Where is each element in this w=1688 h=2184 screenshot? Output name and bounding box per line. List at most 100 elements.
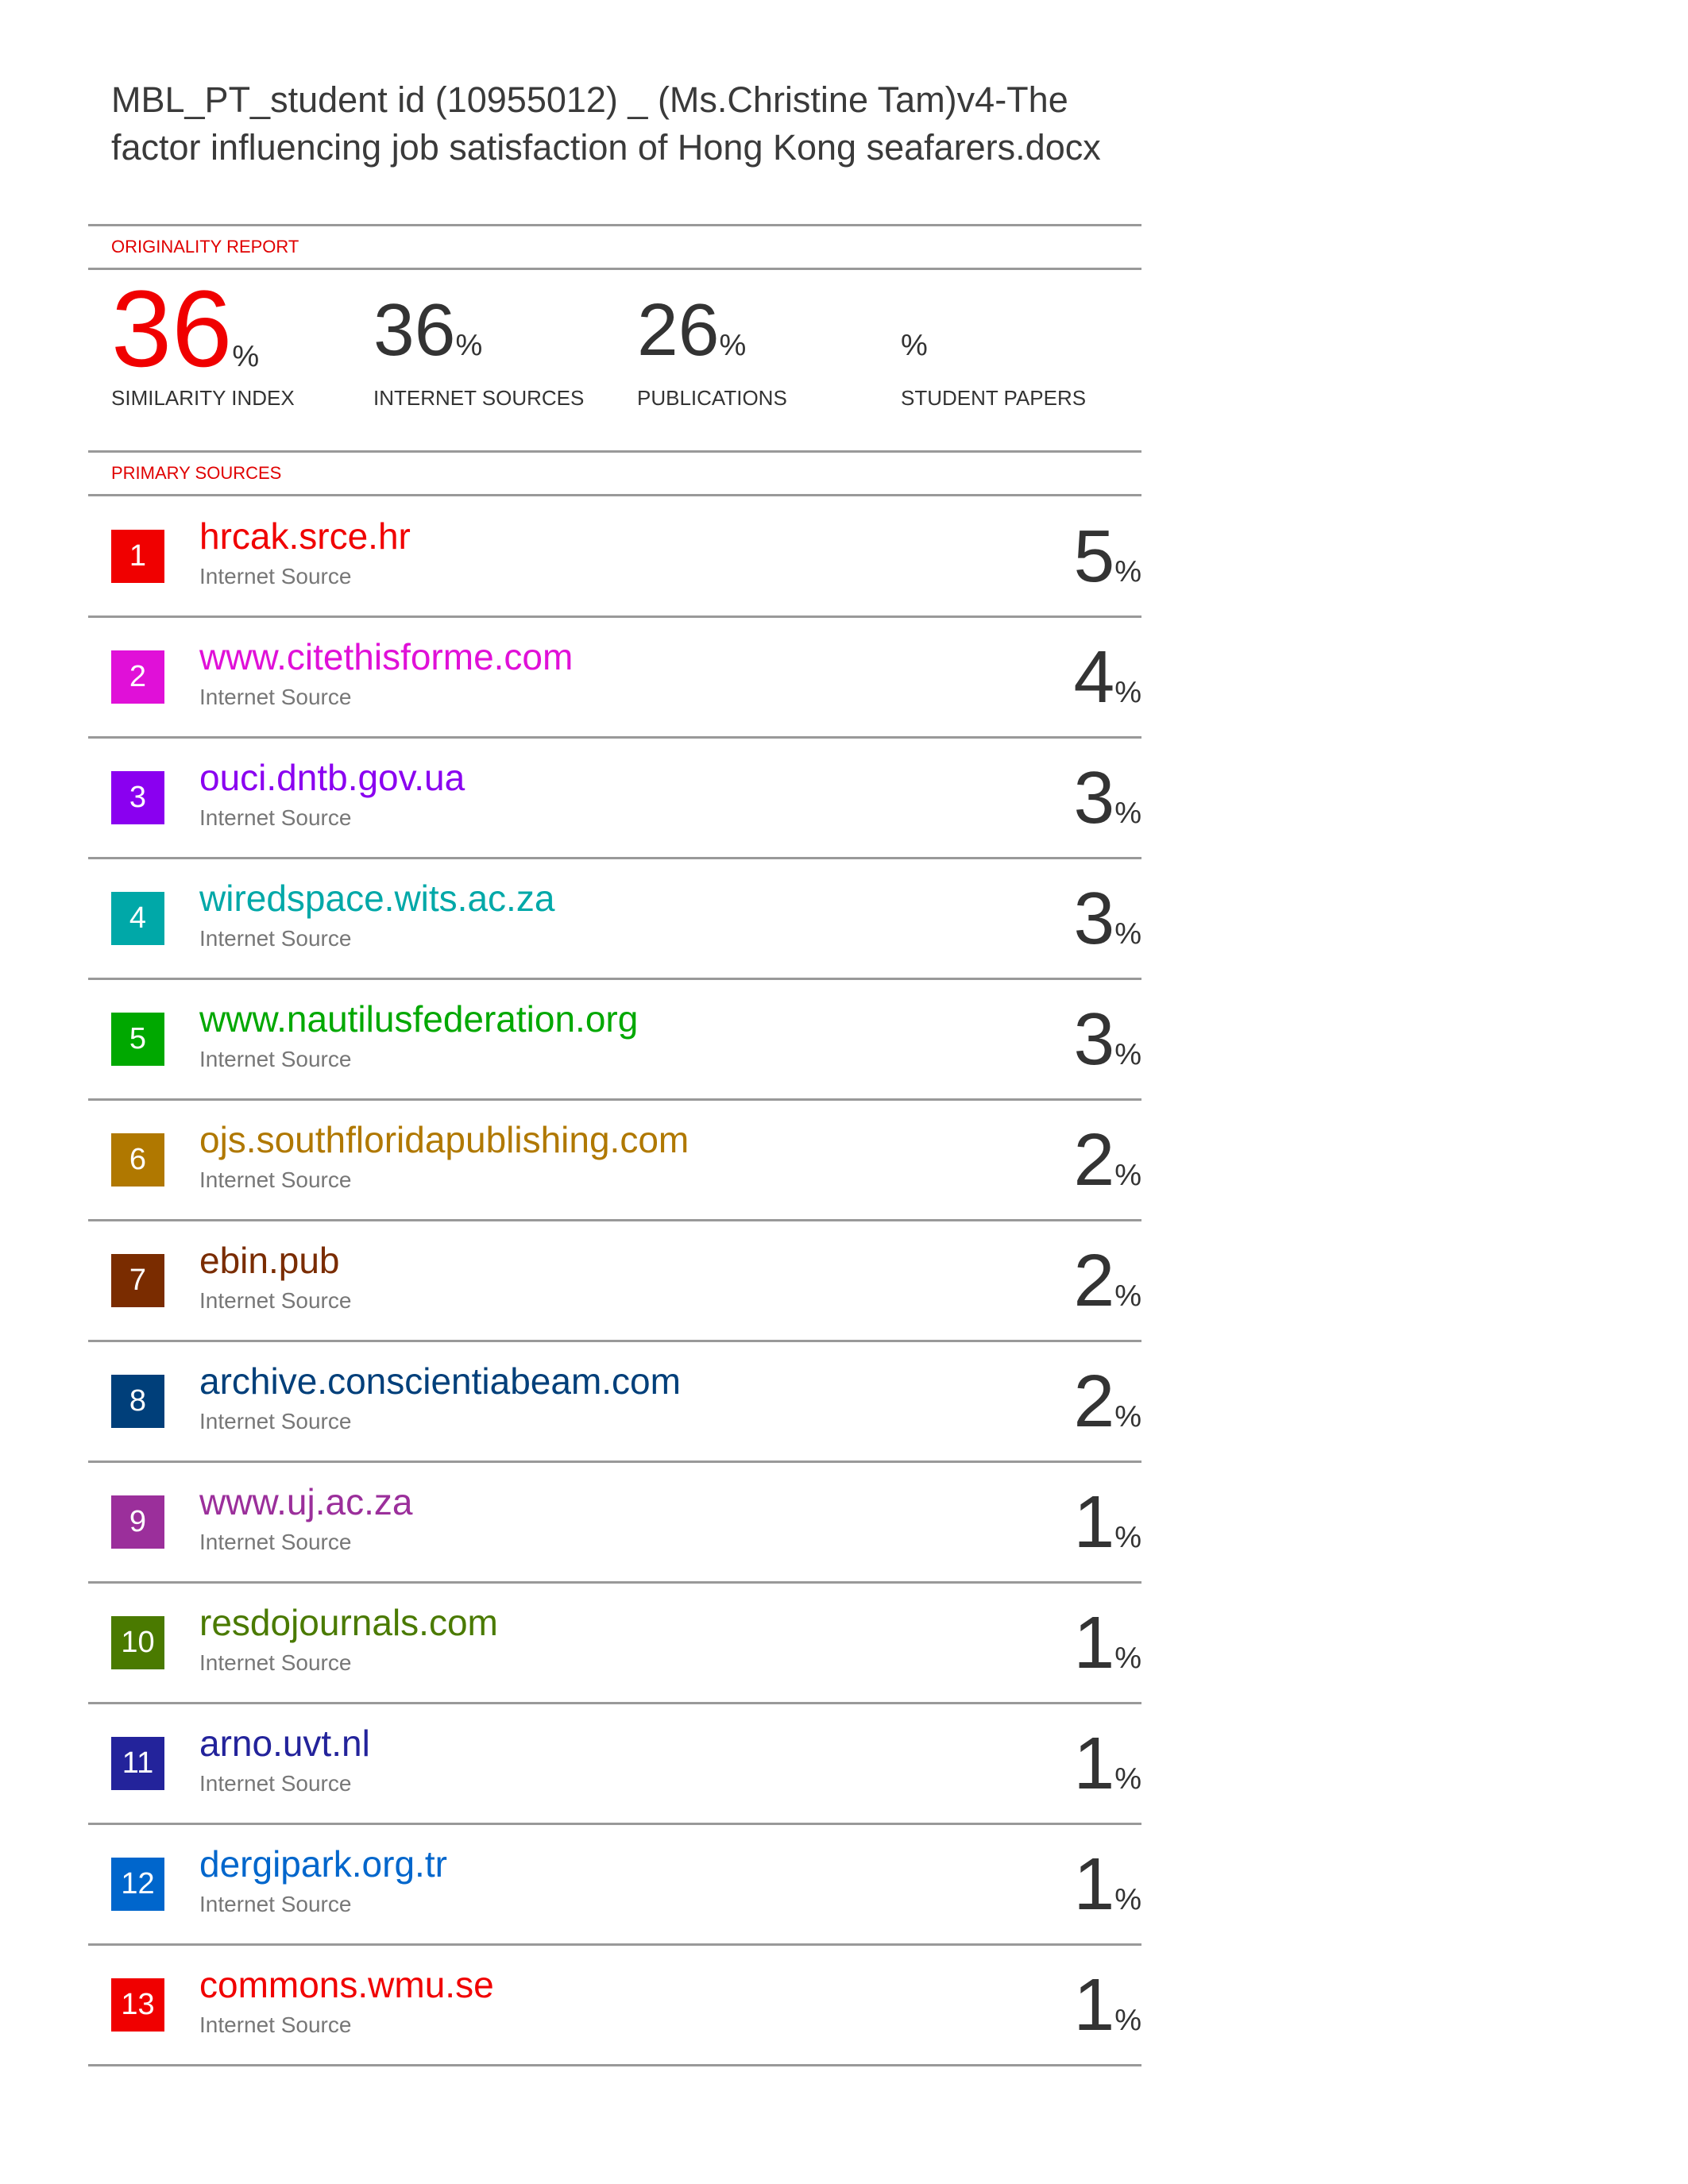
stat-internet-sources: 36% INTERNET SOURCES: [373, 282, 628, 417]
source-rank-badge: 9: [111, 1495, 164, 1549]
source-name-link[interactable]: archive.conscientiabeam.com: [199, 1360, 681, 1402]
source-type: Internet Source: [199, 1047, 352, 1071]
source-percent-value: 1: [1073, 1480, 1115, 1563]
divider: [88, 2064, 1141, 2066]
source-row: 11 arno.uvt.nl Internet Source 1%: [88, 1704, 1141, 1824]
source-percent-value: 3: [1073, 756, 1115, 839]
source-percent-unit: %: [1114, 555, 1141, 588]
source-percent-unit: %: [1114, 1762, 1141, 1796]
source-rank-badge: 3: [111, 771, 164, 824]
source-name-link[interactable]: resdojournals.com: [199, 1602, 498, 1643]
source-row: 1 hrcak.srce.hr Internet Source 5%: [88, 496, 1141, 617]
divider: [88, 857, 1141, 859]
source-row: 5 www.nautilusfederation.org Internet So…: [88, 979, 1141, 1100]
stat-value: 26: [637, 288, 720, 371]
stat-label: INTERNET SOURCES: [373, 386, 585, 410]
source-percent: 1%: [1073, 1840, 1141, 1927]
source-percent-unit: %: [1114, 2004, 1141, 2037]
divider: [88, 1702, 1141, 1704]
divider: [88, 978, 1141, 980]
stat-publications: 26% PUBLICATIONS: [637, 282, 891, 417]
source-percent-unit: %: [1114, 917, 1141, 951]
source-row: 9 www.uj.ac.za Internet Source 1%: [88, 1462, 1141, 1583]
source-name-link[interactable]: www.nautilusfederation.org: [199, 998, 639, 1040]
source-row: 13 commons.wmu.se Internet Source 1%: [88, 1945, 1141, 2066]
source-percent: 1%: [1073, 1719, 1141, 1807]
divider: [88, 1943, 1141, 1946]
divider: [88, 1340, 1141, 1342]
divider: [88, 1098, 1141, 1101]
source-rank-badge: 6: [111, 1133, 164, 1187]
source-percent-value: 1: [1073, 1722, 1115, 1804]
source-rank-badge: 8: [111, 1375, 164, 1428]
divider: [88, 268, 1141, 270]
source-percent: 1%: [1073, 1478, 1141, 1565]
document-title: MBL_PT_student id (10955012) _ (Ms.Chris…: [111, 79, 1101, 168]
divider: [88, 224, 1141, 226]
primary-sources-label: PRIMARY SOURCES: [111, 463, 282, 483]
source-name-link[interactable]: dergipark.org.tr: [199, 1843, 447, 1885]
source-name-link[interactable]: ojs.southfloridapublishing.com: [199, 1119, 689, 1160]
source-name-link[interactable]: ouci.dntb.gov.ua: [199, 757, 465, 798]
divider: [88, 494, 1141, 496]
source-name-link[interactable]: www.citethisforme.com: [199, 636, 574, 677]
source-percent-unit: %: [1114, 797, 1141, 830]
source-percent-unit: %: [1114, 1521, 1141, 1554]
source-name-link[interactable]: wiredspace.wits.ac.za: [199, 878, 555, 919]
source-name-link[interactable]: www.uj.ac.za: [199, 1481, 413, 1522]
source-rank-badge: 12: [111, 1858, 164, 1911]
source-percent-value: 4: [1073, 635, 1115, 718]
source-type: Internet Source: [199, 2012, 352, 2037]
source-rank-badge: 4: [111, 892, 164, 945]
source-percent: 2%: [1073, 1116, 1141, 1203]
source-percent: 4%: [1073, 633, 1141, 720]
source-percent: 1%: [1073, 1599, 1141, 1686]
source-percent-value: 3: [1073, 877, 1115, 959]
source-percent: 2%: [1073, 1237, 1141, 1324]
source-percent: 5%: [1073, 512, 1141, 600]
divider: [88, 615, 1141, 618]
source-rank-badge: 1: [111, 530, 164, 583]
source-percent-unit: %: [1114, 1159, 1141, 1192]
source-type: Internet Source: [199, 685, 352, 709]
source-name-link[interactable]: ebin.pub: [199, 1240, 340, 1281]
source-type: Internet Source: [199, 1892, 352, 1916]
source-name-link[interactable]: commons.wmu.se: [199, 1964, 494, 2005]
source-percent: 1%: [1073, 1961, 1141, 2048]
source-percent-unit: %: [1114, 1279, 1141, 1313]
source-percent-unit: %: [1114, 676, 1141, 709]
source-rank-badge: 2: [111, 650, 164, 704]
divider: [88, 1823, 1141, 1825]
stat-value: 36: [373, 288, 456, 371]
source-rank-badge: 10: [111, 1616, 164, 1669]
source-percent-value: 1: [1073, 1843, 1115, 1925]
source-type: Internet Source: [199, 805, 352, 830]
source-row: 6 ojs.southfloridapublishing.com Interne…: [88, 1100, 1141, 1221]
source-type: Internet Source: [199, 1530, 352, 1554]
source-percent-value: 1: [1073, 1601, 1115, 1684]
source-percent-value: 1: [1073, 1963, 1115, 2046]
source-name-link[interactable]: arno.uvt.nl: [199, 1723, 370, 1764]
stat-label: SIMILARITY INDEX: [111, 386, 295, 410]
source-row: 8 archive.conscientiabeam.com Internet S…: [88, 1341, 1141, 1462]
source-percent-unit: %: [1114, 1038, 1141, 1071]
stat-unit: %: [901, 329, 928, 362]
source-type: Internet Source: [199, 1650, 352, 1675]
source-name-link[interactable]: hrcak.srce.hr: [199, 515, 411, 557]
source-row: 4 wiredspace.wits.ac.za Internet Source …: [88, 859, 1141, 979]
source-type: Internet Source: [199, 1771, 352, 1796]
source-percent-value: 2: [1073, 1360, 1115, 1442]
source-rank-badge: 13: [111, 1978, 164, 2032]
source-rank-badge: 11: [111, 1737, 164, 1790]
source-percent: 3%: [1073, 754, 1141, 841]
source-percent-value: 2: [1073, 1118, 1115, 1201]
stat-similarity-index: 36% SIMILARITY INDEX: [111, 275, 365, 417]
source-percent: 3%: [1073, 874, 1141, 962]
stat-unit: %: [719, 329, 747, 362]
source-type: Internet Source: [199, 564, 352, 588]
source-percent-unit: %: [1114, 1883, 1141, 1916]
stat-label: STUDENT PAPERS: [901, 386, 1087, 410]
stat-unit: %: [232, 340, 260, 373]
source-percent-unit: %: [1114, 1642, 1141, 1675]
source-type: Internet Source: [199, 1409, 352, 1433]
